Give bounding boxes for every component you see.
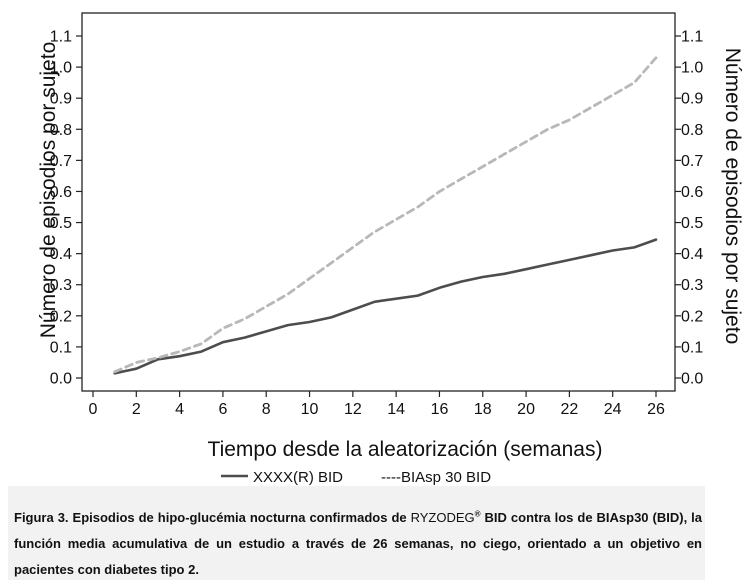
y-left-tick-label: 0.9: [50, 91, 72, 108]
x-tick-label: 26: [647, 401, 665, 418]
y-left-tick-label: 0.6: [50, 184, 72, 201]
y-left-tick-label: 0.8: [50, 122, 72, 139]
y-right-tick-label: 1.1: [681, 29, 703, 46]
y-right-tick-label: 0.9: [681, 91, 703, 108]
x-tick-label: 2: [132, 401, 141, 418]
series-lines: [113, 56, 658, 375]
legend-dashed-label: ----BIAsp 30 BID: [381, 469, 491, 486]
y-right-tick-label: 0.7: [681, 153, 703, 170]
caption-lead: Figura 3. Episodios de hipo-glucémia noc…: [14, 510, 411, 525]
y-left-tick-label: 0.7: [50, 153, 72, 170]
y-axis-right-ticks: 0.0 0.1 0.2 0.3 0.4 0.5 0.6 0.7 0.8 0.9 1.0 1.1: [675, 29, 703, 388]
y-left-tick-label: 1.1: [50, 29, 72, 46]
caption-brand-mark: ®: [474, 509, 481, 519]
y-left-tick-label: 0.1: [50, 339, 72, 356]
y-axis-left-title: Número de episodios por sujeto: [37, 42, 60, 339]
y-axis-left-ticks: 0.0 0.1 0.2 0.3 0.4 0.5 0.6 0.7 0.8 0.9 1.0 1.1: [50, 29, 82, 388]
x-tick-label: 4: [175, 401, 184, 418]
y-left-tick-label: 0.2: [50, 308, 72, 325]
figure-caption: Figura 3. Episodios de hipo-glucémia noc…: [14, 505, 702, 583]
y-right-tick-label: 0.3: [681, 277, 703, 294]
y-left-tick-label: 0.4: [50, 246, 72, 263]
y-right-tick-label: 0.4: [681, 246, 703, 263]
caption-brand: RYZODEG: [410, 510, 475, 525]
y-left-tick-label: 0.5: [50, 215, 72, 232]
x-tick-label: 22: [560, 401, 578, 418]
y-right-tick-label: 0.5: [681, 215, 703, 232]
y-left-tick-label: 1.0: [50, 60, 72, 77]
y-right-tick-label: 0.6: [681, 184, 703, 201]
series-line-xxxx: [113, 238, 658, 375]
x-tick-label: 12: [344, 401, 362, 418]
legend: XXXX(R) BID ----BIAsp 30 BID: [221, 469, 491, 486]
y-axis-right-title: Número de episodios por sujeto: [721, 48, 744, 345]
x-tick-label: 14: [387, 401, 405, 418]
y-right-tick-label: 1.0: [681, 60, 703, 77]
x-tick-label: 16: [431, 401, 449, 418]
y-right-tick-label: 0.1: [681, 339, 703, 356]
x-axis-ticks: 0 2 4 6 8 10 12 14 16 18 20 22 24 26: [89, 391, 665, 418]
chart: 0 2 4 6 8 10 12 14 16 18 20 22 24 26 0.00.10.20.30.40…: [37, 12, 744, 486]
x-tick-label: 6: [218, 401, 227, 418]
legend-solid-label: XXXX(R) BID: [253, 469, 343, 486]
caption-background: [8, 486, 705, 580]
x-tick-label: 20: [517, 401, 535, 418]
x-tick-label: 24: [604, 401, 622, 418]
y-left-tick-label: 0.3: [50, 277, 72, 294]
x-tick-label: 8: [262, 401, 271, 418]
y-right-tick-label: 0.2: [681, 308, 703, 325]
x-tick-label: 0: [89, 401, 98, 418]
x-axis-title: Tiempo desde la aleatorización (semanas): [208, 438, 603, 461]
plot-area: [81, 12, 676, 392]
y-right-tick-label: 0.8: [681, 122, 703, 139]
y-right-tick-label: 0.0: [681, 371, 703, 388]
y-left-tick-label: 0.0: [50, 371, 72, 388]
x-tick-label: 10: [301, 401, 319, 418]
caption-rest: BID contra los de BIAsp30 (BID), la func…: [14, 510, 702, 577]
x-tick-label: 18: [474, 401, 492, 418]
series-line-biasp30: [113, 56, 658, 374]
